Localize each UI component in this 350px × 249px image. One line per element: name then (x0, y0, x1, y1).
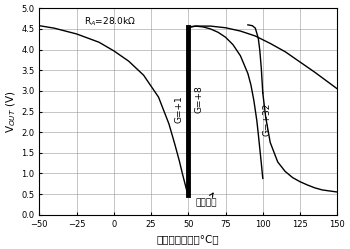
Y-axis label: V$_{OUT}$ (V): V$_{OUT}$ (V) (5, 90, 19, 133)
Text: G=+32: G=+32 (263, 103, 272, 136)
Text: G=+1: G=+1 (175, 96, 184, 123)
X-axis label: 熱敏電阻溫度（°C）: 熱敏電阻溫度（°C） (157, 234, 219, 244)
Text: R$_A$=28.0kΩ: R$_A$=28.0kΩ (84, 15, 136, 28)
Text: 滞後作用: 滞後作用 (196, 193, 217, 208)
Text: G=+8: G=+8 (194, 85, 203, 113)
